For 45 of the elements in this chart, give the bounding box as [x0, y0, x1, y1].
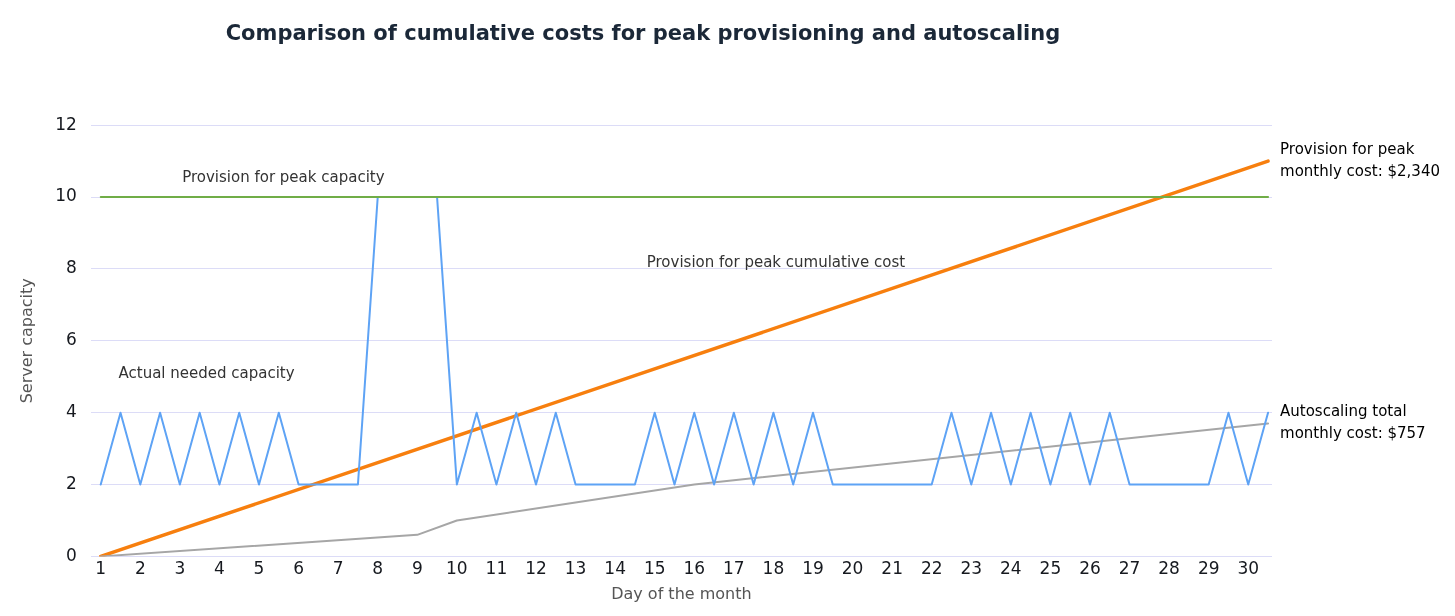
annotation: Provision for peak monthly cost: $2,340 [1280, 140, 1440, 181]
x-tick-label: 16 [683, 558, 706, 579]
y-tick-label: 10 [55, 185, 77, 206]
x-tick-label: 24 [1000, 558, 1022, 579]
x-tick-label: 23 [960, 558, 983, 579]
x-tick-label: 21 [881, 558, 903, 579]
y-tick-label: 0 [66, 544, 77, 565]
y-tick-label: 12 [55, 113, 77, 134]
series-label: Provision for peak capacity [182, 167, 385, 186]
x-tick-label: 18 [762, 558, 785, 579]
x-tick-label: 6 [293, 558, 304, 579]
annotation: Autoscaling total monthly cost: $757 [1280, 402, 1426, 443]
x-tick-label: 1 [95, 558, 107, 579]
x-tick-label: 17 [723, 558, 745, 579]
x-tick-label: 30 [1237, 558, 1260, 579]
text: Actual needed capacity [118, 364, 295, 383]
x-tick-label: 15 [643, 558, 666, 579]
x-tick-label: 25 [1039, 558, 1062, 579]
x-tick-label: 9 [411, 558, 423, 579]
x-tick-label: 3 [174, 558, 186, 579]
x-tick-label: 5 [253, 558, 265, 579]
x-tick-label: 2 [134, 558, 146, 579]
y-tick-label: 2 [66, 472, 77, 493]
x-tick-label: 27 [1118, 558, 1141, 579]
x-tick-label: 26 [1079, 558, 1101, 579]
x-tick-label: 7 [332, 558, 344, 579]
x-axis-title: Day of the month [611, 583, 752, 603]
x-tick-label: 11 [485, 558, 508, 579]
x-tick-label: 19 [802, 558, 824, 579]
y-tick-label: 8 [66, 257, 77, 278]
x-tick-label: 10 [446, 558, 468, 579]
x-tick-label: 12 [525, 558, 547, 579]
x-tick-label: 28 [1158, 558, 1180, 579]
x-tick-label: 13 [564, 558, 587, 579]
x-tick-label: 20 [841, 558, 864, 579]
y-axis-title: Server capacity [16, 278, 36, 404]
x-tick-label: 22 [920, 558, 943, 579]
y-tick-label: 4 [66, 401, 77, 422]
y-tick-label: 6 [66, 329, 77, 350]
series-label: Provision for peak cumulative cost [646, 252, 906, 271]
x-tick-label: 8 [372, 558, 384, 579]
x-tick-label: 29 [1197, 558, 1220, 579]
x-tick-label: 4 [214, 558, 225, 579]
x-tick-label: 14 [604, 558, 626, 579]
chart-title: Comparison of cumulative costs for peak provisioning and autoscaling [225, 21, 1061, 46]
